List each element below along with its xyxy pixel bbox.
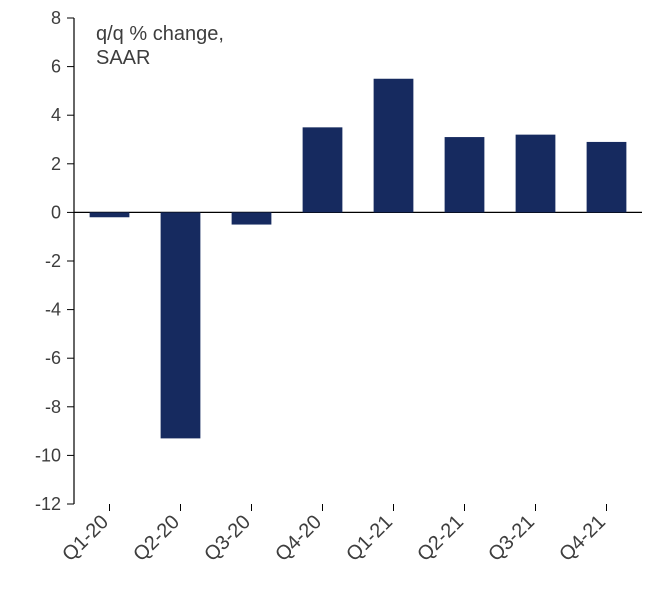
chart-bg — [0, 0, 670, 600]
bar — [587, 142, 627, 212]
y-tick-label: -4 — [45, 300, 61, 320]
y-tick-label: 4 — [51, 105, 61, 125]
y-tick-label: -6 — [45, 348, 61, 368]
y-tick-label: -10 — [35, 445, 61, 465]
chart-annotation: SAAR — [96, 47, 150, 69]
y-tick-label: -2 — [45, 251, 61, 271]
bar — [232, 212, 272, 224]
bar — [445, 137, 485, 212]
y-tick-label: 0 — [51, 202, 61, 222]
bar — [516, 135, 556, 213]
y-tick-label: 2 — [51, 154, 61, 174]
y-tick-label: 8 — [51, 8, 61, 28]
bar — [303, 127, 343, 212]
bar-chart: -12-10-8-6-4-202468Q1-20Q2-20Q3-20Q4-20Q… — [0, 0, 670, 600]
bar — [90, 212, 130, 217]
bar — [374, 79, 414, 213]
chart-container: -12-10-8-6-4-202468Q1-20Q2-20Q3-20Q4-20Q… — [0, 0, 670, 600]
y-tick-label: -12 — [35, 494, 61, 514]
chart-annotation: q/q % change, — [96, 23, 224, 45]
bar — [161, 212, 201, 438]
y-tick-label: -8 — [45, 397, 61, 417]
y-tick-label: 6 — [51, 57, 61, 77]
